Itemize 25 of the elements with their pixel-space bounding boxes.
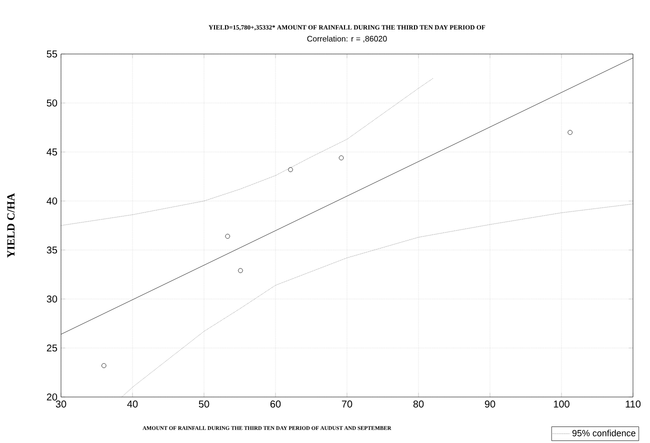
x-tick-label: 100 — [554, 400, 570, 408]
x-tick-label: 40 — [127, 400, 138, 408]
point — [238, 268, 243, 273]
y-tick-label: 40 — [46, 197, 58, 205]
x-tick-label: 80 — [413, 400, 424, 408]
point — [288, 167, 293, 172]
x-tick-label: 70 — [342, 400, 352, 408]
y-tick-label: 20 — [46, 393, 58, 401]
x-tick-label: 50 — [198, 400, 210, 408]
y-axis-title: YIELD C/HA — [7, 193, 15, 258]
point — [568, 130, 572, 135]
y-tick-label: 35 — [46, 246, 58, 254]
y-tick-label: 55 — [46, 50, 58, 58]
x-tick-label: 60 — [270, 400, 281, 408]
x-tick-label: 30 — [56, 400, 66, 408]
point — [225, 234, 230, 239]
x-tick-label: 90 — [484, 400, 496, 408]
x-tick-label: 110 — [626, 400, 641, 408]
y-tick-label: 50 — [46, 99, 58, 107]
y-tick-label: 30 — [46, 295, 58, 303]
legend-label: 95% confidence — [572, 430, 636, 436]
y-tick-label: 25 — [46, 344, 58, 352]
y-tick-label: 45 — [46, 148, 58, 156]
point — [102, 363, 106, 368]
point — [338, 155, 344, 160]
